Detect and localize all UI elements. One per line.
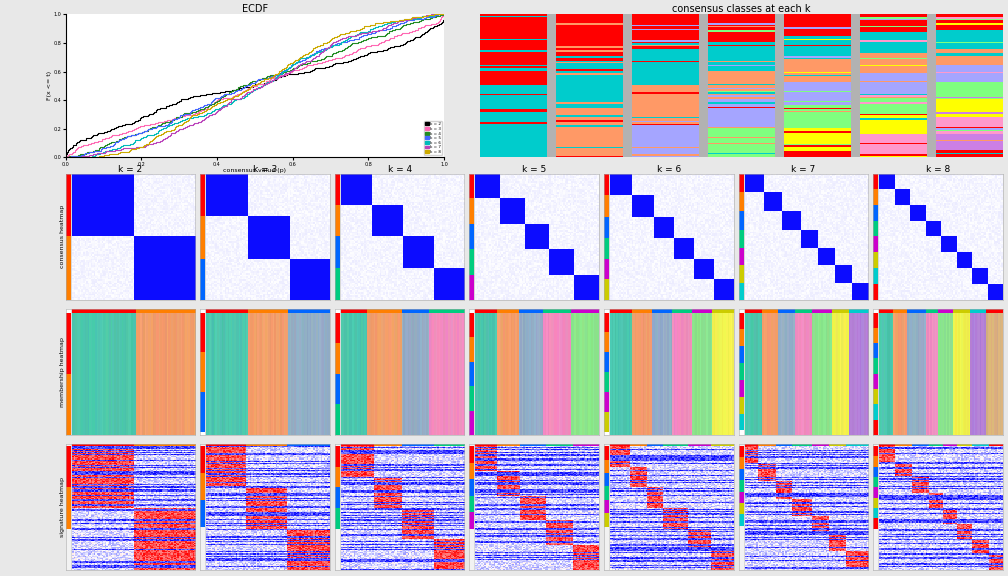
Legend: k = 2, k = 3, k = 4, k = 5, k = 6, k = 7, k = 8: k = 2, k = 3, k = 4, k = 5, k = 6, k = 7… (424, 121, 443, 156)
Title: k = 5: k = 5 (522, 165, 546, 173)
X-axis label: consensus value (p): consensus value (p) (224, 168, 286, 173)
Y-axis label: F(x <= t): F(x <= t) (47, 71, 52, 100)
Y-axis label: signature heatmap: signature heatmap (60, 477, 66, 537)
Title: k = 8: k = 8 (926, 165, 951, 173)
Title: k = 2: k = 2 (118, 165, 142, 173)
Y-axis label: membership heatmap: membership heatmap (60, 337, 66, 407)
Title: k = 6: k = 6 (657, 165, 681, 173)
Title: consensus classes at each k: consensus classes at each k (672, 3, 810, 14)
Title: k = 4: k = 4 (387, 165, 411, 173)
Title: ECDF: ECDF (242, 3, 268, 14)
Title: k = 3: k = 3 (253, 165, 277, 173)
Y-axis label: consensus heatmap: consensus heatmap (60, 205, 66, 268)
Title: k = 7: k = 7 (791, 165, 815, 173)
